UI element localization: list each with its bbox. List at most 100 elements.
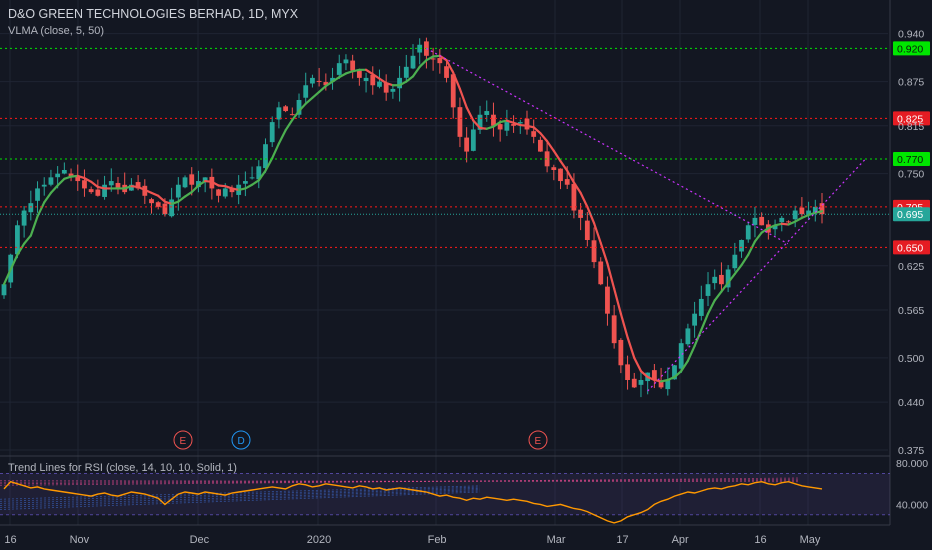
vlma-segment (36, 201, 46, 218)
candle-body (356, 70, 362, 78)
vlma-segment (190, 184, 200, 194)
vlma-segment (425, 55, 435, 62)
candle-body (692, 313, 698, 326)
candle-body (638, 380, 644, 385)
x-tick-label: Dec (190, 534, 210, 546)
vlma-segment (753, 231, 763, 243)
vlma-segment (505, 119, 515, 124)
vlma-segment (398, 80, 408, 87)
vlma-segment (458, 87, 468, 109)
candle-body (35, 188, 40, 201)
vlma-segment (304, 96, 314, 105)
vlma-segment (800, 213, 810, 219)
candle-body (410, 55, 416, 69)
candle-body (511, 124, 516, 126)
vlma-segment (224, 185, 234, 190)
level-label-0.770: 0.770 (897, 154, 923, 166)
x-tick-label: May (800, 534, 821, 546)
vlma-segment (16, 242, 26, 256)
y-tick-label: 0.625 (898, 261, 924, 273)
candle-body (263, 144, 268, 169)
candle-body (484, 111, 490, 116)
vlma-segment (9, 253, 19, 271)
vlma-segment (472, 119, 482, 130)
candle-body (745, 225, 751, 240)
vlma-segment (700, 312, 710, 331)
candle-body (477, 114, 483, 130)
vlma-segment (713, 290, 723, 302)
vlma-segment (271, 142, 281, 160)
vlma-segment (405, 75, 415, 83)
vlma-segment (545, 140, 555, 152)
candle-body (269, 122, 275, 143)
level-badge-0.770 (893, 151, 930, 166)
vlma-indicator-label[interactable]: VLMA (close, 5, 50) (8, 25, 104, 37)
vlma-segment (733, 263, 743, 275)
earnings-marker-2-label: E (535, 436, 542, 447)
candle-body (504, 122, 510, 131)
candle-body (336, 63, 342, 75)
vlma-segment (659, 378, 669, 383)
vlma-segment (566, 169, 576, 184)
vlma-segment (673, 370, 683, 379)
candle-body (155, 202, 161, 207)
candle-body (316, 80, 322, 82)
y-tick-label: 0.565 (898, 305, 924, 317)
candle-body (303, 85, 309, 98)
candle-body (175, 184, 181, 198)
vlma-segment (197, 179, 207, 187)
y-tick-label: 0.500 (898, 353, 924, 365)
vlma-segment (418, 59, 428, 68)
candle-body (249, 177, 255, 179)
rsi-trendline-low (0, 489, 481, 506)
candle-body (383, 82, 389, 93)
candle-body (752, 217, 758, 225)
vlma-segment (452, 71, 462, 91)
candle-body (739, 240, 744, 252)
candle-body (102, 184, 107, 197)
vlma-segment (130, 185, 140, 189)
candle-body (578, 209, 584, 218)
vlma-segment (49, 184, 59, 194)
candle-body (403, 66, 409, 78)
vlma-segment (686, 345, 696, 362)
candle-body (169, 199, 175, 217)
y-tick-label: 0.375 (898, 445, 924, 457)
vlma-segment (646, 375, 656, 382)
vlma-segment (532, 126, 542, 135)
vlma-segment (478, 126, 488, 130)
x-tick-label: Nov (70, 534, 90, 546)
y-tick-label: 0.440 (898, 397, 924, 409)
candle-body (1, 284, 7, 296)
vlma-segment (264, 157, 274, 172)
candle-body (149, 199, 154, 204)
candle-body (672, 365, 677, 380)
candle-body (631, 378, 637, 388)
candle-body (584, 220, 590, 240)
vlma-segment (23, 234, 32, 245)
vlma-segment (230, 187, 240, 191)
rsi-indicator-label[interactable]: Trend Lines for RSI (close, 14, 10, 10, … (8, 462, 237, 474)
vlma-segment (693, 328, 703, 348)
vlma-segment (559, 160, 569, 172)
vlma-segment (291, 109, 301, 121)
candle-body (222, 188, 228, 197)
candle-body (82, 180, 87, 189)
level-label-0.650: 0.650 (897, 242, 923, 254)
level-badge-0.920 (893, 41, 930, 56)
candle-body (558, 168, 563, 182)
candle-body (296, 100, 302, 115)
vlma-segment (257, 169, 267, 182)
level-badge-0.650 (893, 240, 930, 255)
candle-body (792, 210, 798, 220)
dividend-marker-label: D (238, 436, 245, 447)
vlma-segment (512, 121, 522, 127)
candle-body (216, 189, 221, 196)
candle-body (732, 254, 738, 269)
candle-body (323, 82, 329, 86)
vlma-segment (773, 222, 783, 227)
candle-body (725, 269, 731, 288)
level-badge-0.825 (893, 111, 930, 126)
rsi-trendline-low (0, 491, 481, 510)
